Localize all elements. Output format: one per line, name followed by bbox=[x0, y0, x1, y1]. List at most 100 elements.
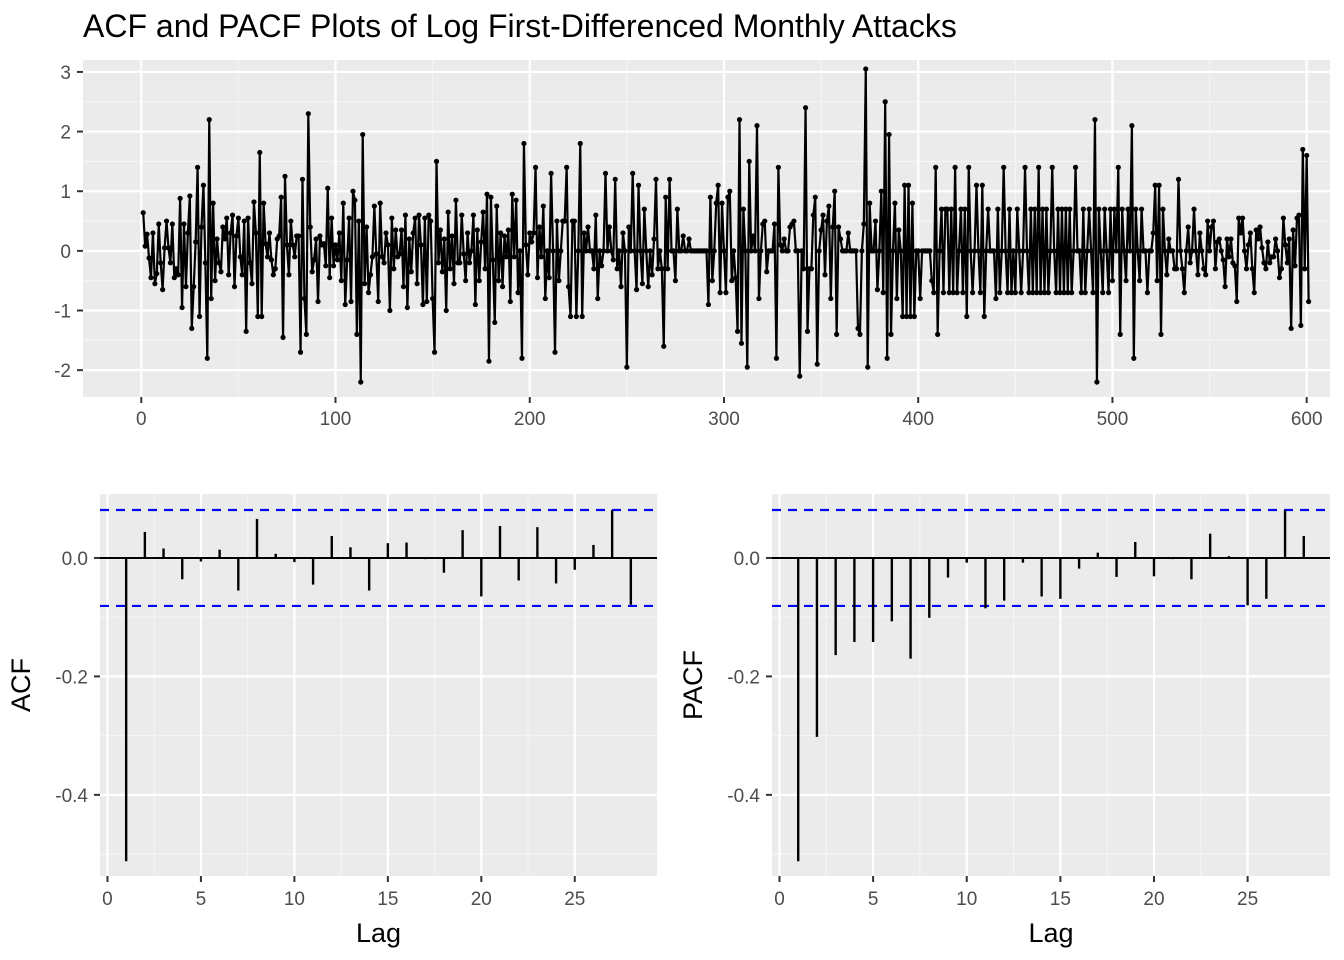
ts-data-point bbox=[892, 200, 898, 206]
ts-data-point bbox=[200, 182, 207, 188]
ts-data-point bbox=[389, 215, 395, 221]
ts-y-tick-label: 0 bbox=[60, 242, 71, 263]
ts-data-point bbox=[1175, 176, 1182, 182]
ts-data-point bbox=[1243, 266, 1250, 272]
ts-data-point bbox=[962, 206, 968, 212]
ts-data-point bbox=[424, 298, 430, 305]
ts-data-point bbox=[1238, 230, 1244, 236]
ts-data-point bbox=[323, 263, 329, 269]
ts-data-point bbox=[781, 236, 787, 242]
ts-data-point bbox=[1222, 284, 1228, 290]
ts-data-point bbox=[1086, 206, 1092, 212]
ts-data-point bbox=[338, 278, 344, 284]
ts-data-point bbox=[612, 176, 618, 182]
ts-data-point bbox=[243, 328, 249, 334]
ts-data-point bbox=[484, 191, 490, 197]
ts-data-point bbox=[416, 212, 422, 218]
ts-data-point bbox=[268, 257, 275, 263]
ts-data-point bbox=[165, 245, 172, 251]
ts-data-point bbox=[740, 206, 747, 212]
ts-data-point bbox=[645, 284, 651, 290]
ts-data-point bbox=[577, 140, 583, 147]
ts-data-point bbox=[1193, 248, 1199, 254]
ts-data-point bbox=[661, 343, 667, 349]
ts-data-point bbox=[379, 254, 385, 260]
ts-data-point bbox=[1090, 290, 1096, 296]
ts-data-point bbox=[575, 248, 581, 254]
ts-data-point bbox=[948, 206, 954, 212]
ts-data-point bbox=[342, 301, 348, 308]
ts-data-point bbox=[430, 295, 436, 302]
ts-data-point bbox=[1152, 182, 1158, 188]
ts-data-point bbox=[492, 319, 498, 326]
ts-data-point bbox=[218, 269, 224, 275]
ts-data-point bbox=[447, 266, 453, 272]
ts-data-point bbox=[1206, 248, 1213, 254]
ts-data-point bbox=[490, 257, 496, 263]
ts-data-point bbox=[581, 230, 587, 236]
acf-y-tick-label: -0.2 bbox=[55, 667, 88, 688]
ts-data-point bbox=[163, 218, 170, 224]
ts-data-point bbox=[952, 164, 958, 170]
ts-data-point bbox=[1274, 248, 1281, 254]
ts-data-point bbox=[1224, 236, 1230, 242]
ts-data-point bbox=[1210, 218, 1217, 224]
ts-data-point bbox=[474, 227, 480, 233]
ts-data-point bbox=[160, 287, 166, 293]
ts-data-point bbox=[917, 295, 923, 302]
ts-data-point bbox=[808, 266, 814, 272]
ts-data-point bbox=[734, 328, 741, 334]
ts-data-point bbox=[665, 266, 671, 272]
ts-data-point bbox=[261, 200, 267, 206]
ts-data-point bbox=[997, 290, 1003, 296]
ts-data-point bbox=[459, 212, 465, 218]
ts-data-point bbox=[292, 254, 298, 260]
ts-data-point bbox=[1286, 236, 1292, 242]
ts-data-point bbox=[1255, 236, 1261, 242]
acf-x-tick-label: 0 bbox=[102, 889, 113, 910]
ts-data-point bbox=[874, 287, 881, 293]
ts-data-point bbox=[911, 313, 917, 320]
ts-data-point bbox=[903, 313, 910, 320]
ts-data-point bbox=[410, 230, 416, 236]
ts-data-point bbox=[639, 281, 646, 287]
ts-data-point bbox=[171, 275, 177, 281]
ts-data-point bbox=[968, 248, 974, 254]
ts-data-point bbox=[1199, 248, 1205, 254]
ts-data-point bbox=[993, 295, 999, 302]
ts-data-point bbox=[175, 272, 181, 278]
ts-x-tick-label: 600 bbox=[1291, 409, 1323, 430]
ts-data-point bbox=[1234, 298, 1240, 305]
ts-data-point bbox=[1012, 290, 1018, 296]
ts-data-point bbox=[426, 212, 432, 218]
ts-data-point bbox=[562, 218, 568, 224]
ts-data-point bbox=[810, 212, 816, 218]
acf-x-tick-label: 5 bbox=[196, 889, 207, 910]
ts-data-point bbox=[437, 227, 443, 233]
ts-data-point bbox=[556, 278, 562, 284]
ts-data-point bbox=[591, 266, 597, 272]
ts-data-point bbox=[1290, 227, 1296, 233]
ts-data-point bbox=[1102, 206, 1108, 212]
ts-data-point bbox=[332, 242, 339, 248]
ts-data-point bbox=[655, 266, 661, 272]
ts-data-point bbox=[259, 313, 265, 320]
ts-data-point bbox=[595, 295, 601, 302]
ts-data-point bbox=[1148, 248, 1154, 254]
ts-data-point bbox=[375, 298, 381, 305]
ts-data-point bbox=[1003, 248, 1009, 254]
ts-data-point bbox=[872, 218, 879, 224]
ts-data-point bbox=[397, 251, 403, 257]
ts-data-point bbox=[402, 212, 409, 218]
ts-data-point bbox=[327, 275, 333, 281]
ts-data-point bbox=[861, 221, 867, 227]
ts-data-point bbox=[991, 248, 997, 254]
ts-data-point bbox=[400, 284, 407, 290]
ts-data-point bbox=[1212, 266, 1218, 272]
ts-data-point bbox=[1306, 298, 1312, 305]
ts-data-point bbox=[929, 278, 935, 284]
ts-data-point bbox=[773, 355, 780, 361]
acf-panel-background bbox=[100, 494, 657, 876]
ts-data-point bbox=[756, 295, 762, 302]
ts-data-point bbox=[531, 230, 537, 236]
